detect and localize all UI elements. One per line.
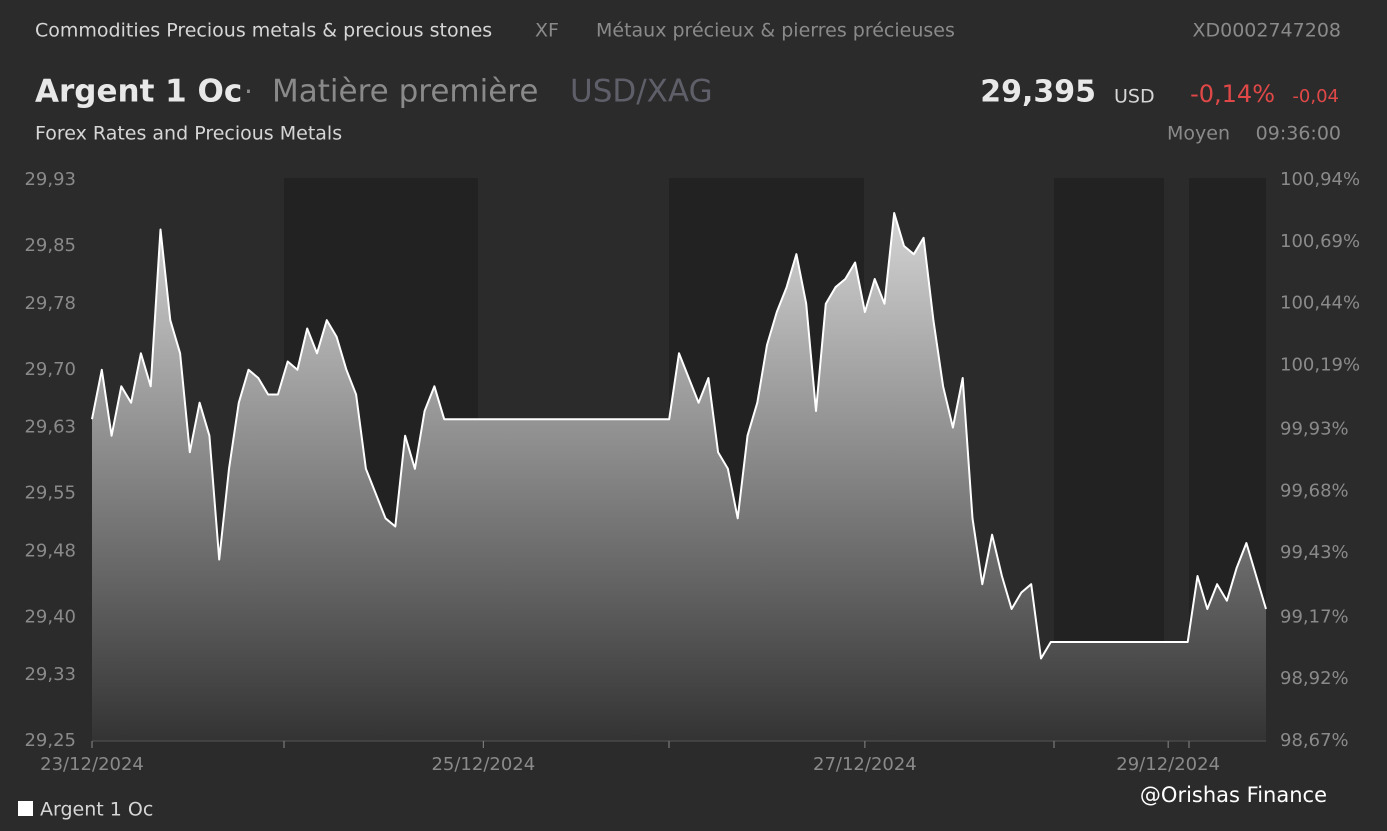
legend-label[interactable]: Argent 1 Oc	[40, 799, 153, 821]
legend-swatch	[18, 801, 33, 816]
y-tick-label: 29,48	[24, 540, 76, 561]
x-tick-label: 25/12/2024	[431, 754, 535, 775]
y2-tick-label: 99,93%	[1280, 419, 1349, 440]
y2-tick-label: 98,67%	[1280, 730, 1349, 751]
separator: ·	[244, 75, 253, 108]
x-tick-label: 23/12/2024	[40, 754, 144, 775]
plot	[91, 212, 1267, 741]
y2-tick-label: 100,69%	[1280, 231, 1360, 252]
subtitle: Forex Rates and Precious Metals	[35, 123, 342, 145]
y2-tick-label: 100,44%	[1280, 293, 1360, 314]
instrument-kind: Matière première	[272, 74, 538, 110]
y2-tick-label: 98,92%	[1280, 668, 1349, 689]
currency-pair: USD/XAG	[570, 74, 713, 110]
isin: XD0002747208	[1192, 20, 1341, 42]
y-tick-label: 29,70	[24, 359, 76, 380]
y2-tick-label: 100,19%	[1280, 354, 1360, 375]
x-tick-label: 27/12/2024	[813, 754, 917, 775]
time: 09:36:00	[1256, 123, 1341, 145]
y-tick-label: 29,85	[24, 235, 76, 256]
y2-tick-label: 100,94%	[1280, 169, 1360, 190]
exchange: XF	[535, 20, 559, 42]
line	[91, 212, 1267, 660]
y-tick-label: 29,55	[24, 483, 76, 504]
minor-ticks	[283, 741, 1190, 748]
watermark: @Orishas Finance	[1140, 783, 1327, 807]
currency: USD	[1114, 86, 1155, 108]
y-tick-label: 29,25	[24, 730, 76, 751]
breadcrumb: Commodities Precious metals & precious s…	[35, 20, 492, 42]
instrument-name: Argent 1 Oc	[35, 74, 242, 110]
y2-tick-label: 99,43%	[1280, 542, 1349, 563]
y-tick-label: 29,63	[24, 417, 76, 438]
y2-tick-label: 99,17%	[1280, 606, 1349, 627]
x-tick-label: 29/12/2024	[1116, 754, 1220, 775]
y-tick-label: 29,40	[24, 606, 76, 627]
y2-tick-label: 99,68%	[1280, 480, 1349, 501]
price: 29,395	[980, 75, 1096, 110]
price-type: Moyen	[1167, 123, 1230, 145]
area	[92, 213, 1266, 741]
category: Métaux précieux & pierres précieuses	[596, 20, 955, 42]
change: -0,04	[1292, 86, 1339, 107]
change-pct: -0,14%	[1190, 80, 1275, 108]
y-tick-label: 29,33	[24, 664, 76, 685]
y-tick-label: 29,93	[24, 169, 76, 190]
y-tick-label: 29,78	[24, 293, 76, 314]
